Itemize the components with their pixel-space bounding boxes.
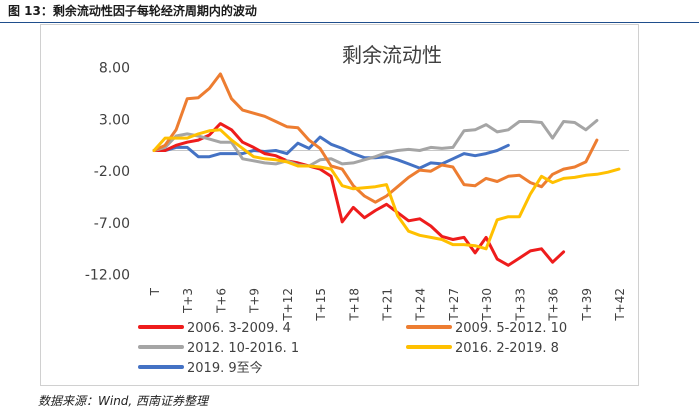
- x-tick-label: T+15: [314, 288, 328, 322]
- y-tick-label: 3.00: [99, 112, 130, 128]
- figure-caption: 图 13：剩余流动性因子每轮经济周期内的波动: [8, 4, 257, 18]
- x-tick-label: T+39: [580, 288, 594, 322]
- x-tick-label: T+3: [181, 288, 195, 314]
- legend-label-1: 2009. 5-2012. 10: [455, 321, 567, 336]
- data-source-note: 数据来源：Wind, 西南证券整理: [38, 394, 209, 408]
- x-tick-label: T+21: [381, 288, 395, 322]
- chart-frame: [40, 24, 639, 386]
- x-tick-label: T+24: [414, 288, 428, 322]
- chart-title: 剩余流动性: [342, 43, 442, 67]
- caption-divider: [0, 22, 699, 23]
- y-tick-label: -7.00: [94, 216, 130, 232]
- y-tick-label: 8.00: [99, 61, 130, 77]
- x-tick-label: T+9: [248, 288, 262, 314]
- legend-label-2: 2012. 10-2016. 1: [187, 341, 299, 356]
- y-tick-label: -12.00: [85, 268, 130, 284]
- legend-label-4: 2019. 9至今: [187, 360, 263, 376]
- x-tick-label: T+33: [513, 288, 527, 322]
- x-tick-label: T+27: [447, 288, 461, 322]
- x-tick-label: T+30: [480, 288, 494, 322]
- y-tick-label: -2.00: [94, 164, 130, 180]
- legend-label-0: 2006. 3-2009. 4: [187, 321, 291, 336]
- x-tick-label: T+42: [613, 288, 627, 322]
- x-tick-label: T+12: [281, 288, 295, 322]
- legend-label-3: 2016. 2-2019. 8: [455, 341, 559, 356]
- series-line-1: [152, 72, 599, 204]
- series-line-3: [152, 128, 621, 251]
- series-line-0: [152, 122, 566, 267]
- x-tick-label: T: [148, 287, 162, 296]
- x-tick-label: T+36: [547, 288, 561, 322]
- x-tick-label: T+6: [214, 288, 228, 314]
- x-tick-label: T+18: [347, 288, 361, 322]
- series-line-4: [152, 135, 510, 170]
- series-line-2: [152, 119, 599, 168]
